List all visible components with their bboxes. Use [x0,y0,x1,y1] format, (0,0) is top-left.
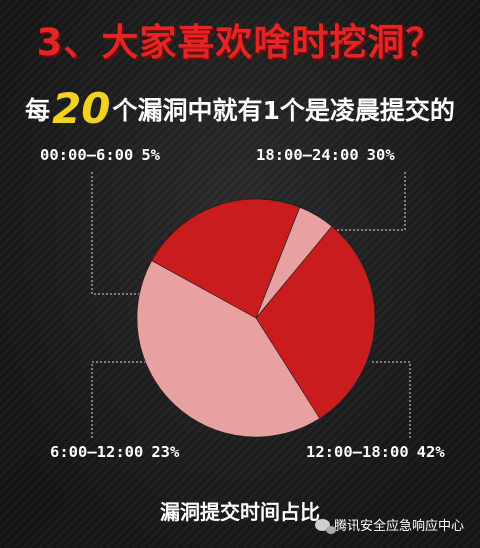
chart-title: 3、大家喜欢啥时挖洞？ [36,21,444,64]
chart-caption: 漏洞提交时间占比 [160,500,320,524]
brand-watermark: 腾讯安全应急响应中心 [314,515,464,534]
leader-00-06 [91,172,152,295]
label-00-06-time: 00:00—6:00 [40,146,134,164]
leader-12-18 [370,361,411,438]
label-18-24: 18:00—24:00 30% [256,146,395,164]
label-06-12-pct: 23% [151,443,180,461]
subtitle-prefix: 每 [25,96,51,125]
chart-subtitle: 每20个漏洞中就有1个是凌晨提交的 [0,84,480,133]
label-06-12: 6:00—12:00 23% [50,443,179,461]
label-18-24-time: 18:00—24:00 [256,146,359,164]
label-12-18-pct: 42% [416,443,445,461]
label-06-12-time: 6:00—12:00 [50,443,144,461]
label-12-18-time: 12:00—18:00 [306,443,409,461]
subtitle-number: 20 [52,84,111,133]
label-18-24-pct: 30% [366,146,395,164]
leader-06-12 [91,361,150,438]
slice-00-06 [255,206,333,319]
label-00-06-pct: 5% [141,146,160,164]
label-12-18: 12:00—18:00 42% [306,443,445,461]
label-00-06: 00:00—6:00 5% [40,146,160,164]
slice-18-24 [255,225,376,419]
leader-lines [91,172,411,438]
pie-slices [136,198,376,438]
slice-06-12 [151,198,301,319]
subtitle-suffix: 个漏洞中就有1个是凌晨提交的 [112,96,455,125]
slice-12-18 [136,260,321,438]
wechat-icon [314,518,336,534]
brand-name: 腾讯安全应急响应中心 [333,519,464,534]
leader-18-24 [325,172,406,231]
